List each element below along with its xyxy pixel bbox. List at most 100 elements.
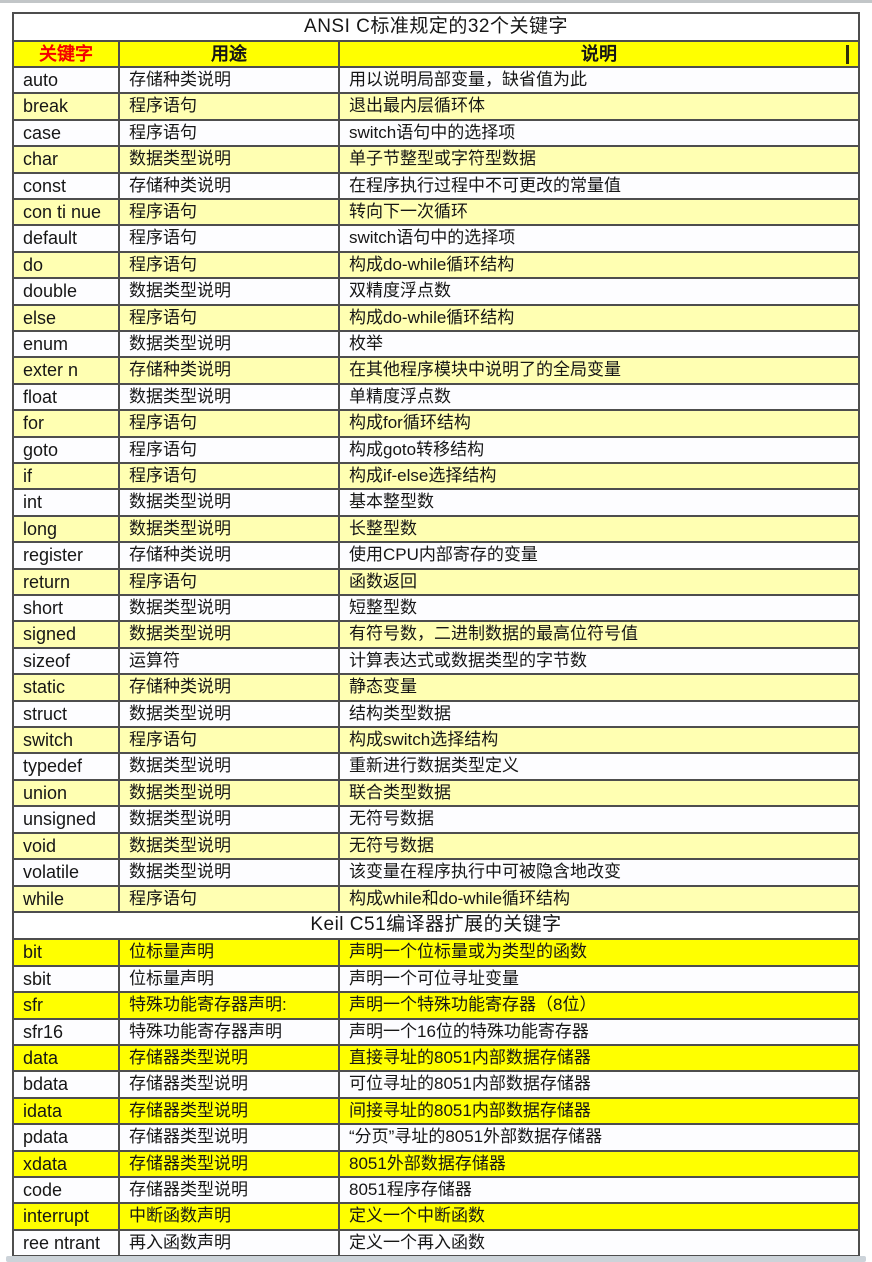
keyword-cell: break xyxy=(12,92,120,121)
table-row: int 数据类型说明 基本整型数 xyxy=(12,488,861,517)
description-cell: 构成do-while循环结构 xyxy=(337,303,861,332)
description-cell: 结构类型数据 xyxy=(337,699,861,729)
keyword-cell: while xyxy=(12,884,120,913)
table-row: return 程序语句 函数返回 xyxy=(12,567,861,597)
keyword-cell: exter n xyxy=(12,356,120,385)
usage-cell: 数据类型说明 xyxy=(118,858,340,887)
keyword-cell: register xyxy=(12,541,120,570)
keyword-cell: float xyxy=(12,382,120,412)
keyword-cell: long xyxy=(12,514,120,544)
description-cell: 用以说明局部变量，缺省值为此 xyxy=(337,65,861,95)
keyword-cell: do xyxy=(12,250,120,280)
table-row: union 数据类型说明 联合类型数据 xyxy=(12,778,861,808)
usage-cell: 程序语句 xyxy=(118,224,340,253)
table-row: typedef 数据类型说明 重新进行数据类型定义 xyxy=(12,752,861,781)
usage-cell: 存储器类型说明 xyxy=(118,1149,340,1179)
description-cell: 单子节整型或字符型数据 xyxy=(337,145,861,174)
description-cell: switch语句中的选择项 xyxy=(337,118,861,148)
table-row: while 程序语句 构成while和do-while循环结构 xyxy=(12,884,861,913)
usage-cell: 数据类型说明 xyxy=(118,620,340,649)
keyword-cell: sizeof xyxy=(12,646,120,676)
usage-cell: 程序语句 xyxy=(118,197,340,227)
usage-cell: 数据类型说明 xyxy=(118,145,340,174)
table-row: if 程序语句 构成if-else选择结构 xyxy=(12,461,861,491)
ansi-keywords-body: auto 存储种类说明 用以说明局部变量，缺省值为此 break 程序语句 退出最内层循环… xyxy=(12,65,861,913)
keyword-cell: char xyxy=(12,145,120,174)
keil-section-title: Keil C51编译器扩展的关键字 xyxy=(11,910,861,941)
keyword-cell: if xyxy=(12,461,120,491)
usage-cell: 位标量声明 xyxy=(118,964,340,994)
description-cell: 长整型数 xyxy=(337,514,861,544)
usage-cell: 再入函数声明 xyxy=(118,1228,340,1258)
table-row: void 数据类型说明 无符号数据 xyxy=(12,831,861,861)
usage-cell: 位标量声明 xyxy=(118,938,340,967)
keyword-cell: void xyxy=(12,831,120,861)
usage-cell: 数据类型说明 xyxy=(118,752,340,781)
text-cursor-mark xyxy=(846,44,850,64)
description-cell: 直接寻址的8051内部数据存储器 xyxy=(337,1044,861,1073)
usage-cell: 存储种类说明 xyxy=(118,673,340,702)
description-cell: 声明一个特殊功能寄存器（8位） xyxy=(337,991,861,1020)
table-row: bdata 存储器类型说明 可位寻址的8051内部数据存储器 xyxy=(12,1070,861,1099)
description-cell: 构成switch选择结构 xyxy=(337,726,861,755)
table-row: pdata 存储器类型说明 “分页”寻址的8051外部数据存储器 xyxy=(12,1123,861,1152)
keyword-cell: pdata xyxy=(12,1123,120,1152)
description-cell: 构成goto转移结构 xyxy=(337,435,861,465)
description-cell: 声明一个位标量或为类型的函数 xyxy=(337,938,861,967)
keyword-cell: volatile xyxy=(12,858,120,887)
description-cell: 定义一个中断函数 xyxy=(337,1202,861,1231)
keyword-cell: bdata xyxy=(12,1070,120,1099)
usage-cell: 程序语句 xyxy=(118,567,340,597)
usage-cell: 数据类型说明 xyxy=(118,329,340,359)
usage-cell: 程序语句 xyxy=(118,409,340,438)
usage-cell: 程序语句 xyxy=(118,435,340,465)
description-cell: 8051程序存储器 xyxy=(337,1176,861,1205)
description-cell: 短整型数 xyxy=(337,594,861,623)
table-row: signed 数据类型说明 有符号数，二进制数据的最高位符号值 xyxy=(12,620,861,649)
description-cell: 基本整型数 xyxy=(337,488,861,517)
keyword-cell: static xyxy=(12,673,120,702)
usage-cell: 数据类型说明 xyxy=(118,805,340,834)
keyword-cell: default xyxy=(12,224,120,253)
usage-cell: 程序语句 xyxy=(118,250,340,280)
description-cell: 8051外部数据存储器 xyxy=(337,1149,861,1179)
ansi-section-title: ANSI C标准规定的32个关键字 xyxy=(11,12,861,42)
description-cell: 在程序执行过程中不可更改的常量值 xyxy=(337,171,861,200)
keyword-cell: case xyxy=(12,118,120,148)
description-cell: 有符号数，二进制数据的最高位符号值 xyxy=(337,620,861,649)
usage-cell: 存储种类说明 xyxy=(118,171,340,200)
usage-cell: 数据类型说明 xyxy=(118,277,340,306)
description-cell: switch语句中的选择项 xyxy=(337,224,861,253)
table-row: register 存储种类说明 使用CPU内部寄存的变量 xyxy=(12,541,861,570)
keyword-cell: ree ntrant xyxy=(12,1228,120,1258)
keyword-cell: bit xyxy=(12,938,120,967)
description-cell: 构成for循环结构 xyxy=(337,409,861,438)
table-row: for 程序语句 构成for循环结构 xyxy=(12,409,861,438)
usage-cell: 数据类型说明 xyxy=(118,699,340,729)
keil-section-title-row: Keil C51编译器扩展的关键字 xyxy=(11,910,861,941)
keyword-cell: interrupt xyxy=(12,1202,120,1231)
description-cell: 可位寻址的8051内部数据存储器 xyxy=(337,1070,861,1099)
table-row: interrupt 中断函数声明 定义一个中断函数 xyxy=(12,1202,861,1231)
description-cell: 转向下一次循环 xyxy=(337,197,861,227)
table-row: const 存储种类说明 在程序执行过程中不可更改的常量值 xyxy=(12,171,861,200)
usage-cell: 存储器类型说明 xyxy=(118,1044,340,1073)
description-cell: 无符号数据 xyxy=(337,831,861,861)
top-edge-strip xyxy=(0,0,872,3)
description-cell: 联合类型数据 xyxy=(337,778,861,808)
description-cell: 双精度浮点数 xyxy=(337,277,861,306)
usage-cell: 程序语句 xyxy=(118,461,340,491)
table-row: sfr16 特殊功能寄存器声明 声明一个16位的特殊功能寄存器 xyxy=(12,1017,861,1047)
usage-cell: 存储器类型说明 xyxy=(118,1096,340,1126)
usage-cell: 数据类型说明 xyxy=(118,594,340,623)
keyword-cell: switch xyxy=(12,726,120,755)
usage-cell: 数据类型说明 xyxy=(118,778,340,808)
keyword-cell: xdata xyxy=(12,1149,120,1179)
description-cell: 声明一个可位寻址变量 xyxy=(337,964,861,994)
column-header-usage: 用途 xyxy=(118,39,340,68)
usage-cell: 存储种类说明 xyxy=(118,356,340,385)
description-cell: 函数返回 xyxy=(337,567,861,597)
table-row: volatile 数据类型说明 该变量在程序执行中可被隐含地改变 xyxy=(12,858,861,887)
table-row: double 数据类型说明 双精度浮点数 xyxy=(12,277,861,306)
usage-cell: 存储器类型说明 xyxy=(118,1123,340,1152)
